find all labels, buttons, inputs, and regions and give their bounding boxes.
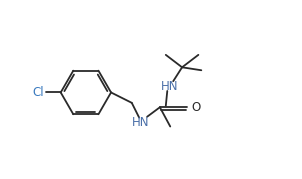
Text: HN: HN: [161, 80, 178, 93]
Text: O: O: [192, 101, 201, 114]
Text: HN: HN: [132, 116, 149, 129]
Text: Cl: Cl: [32, 86, 44, 99]
